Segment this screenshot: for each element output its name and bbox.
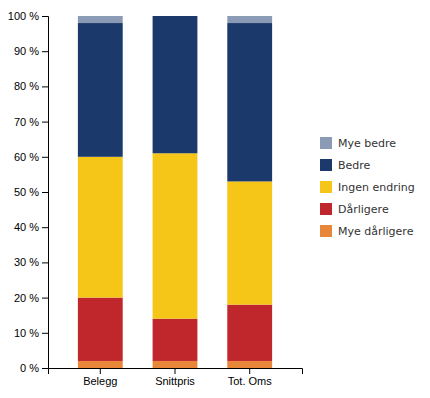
- y-tick-mark: [42, 16, 48, 17]
- x-tick-label: Snittpris: [155, 375, 195, 387]
- legend-label: Dårligere: [338, 203, 389, 216]
- y-tick: 90 %: [14, 45, 48, 57]
- x-tick-mark: [100, 368, 101, 374]
- x-tick-mark: [249, 368, 250, 374]
- y-axis-line: [42, 17, 49, 369]
- x-tick-mark: [175, 368, 176, 374]
- bar-segment: [153, 153, 198, 318]
- y-tick-label: 0 %: [20, 362, 39, 374]
- y-tick-mark: [42, 298, 48, 299]
- y-tick-mark: [42, 51, 48, 52]
- y-tick: 30 %: [14, 256, 48, 268]
- bar-segment: [153, 361, 198, 368]
- x-axis: Belegg Snittpris Tot. Oms: [49, 368, 303, 387]
- y-tick-label: 80 %: [14, 80, 39, 92]
- y-tick-label: 40 %: [14, 221, 39, 233]
- bar-segment: [153, 319, 198, 361]
- bar-series: [78, 361, 272, 368]
- y-tick-mark: [42, 262, 48, 263]
- y-tick-label: 90 %: [14, 45, 39, 57]
- bar-segment: [227, 181, 272, 304]
- y-tick: 70 %: [14, 116, 48, 128]
- y-tick: 0 %: [20, 362, 48, 374]
- y-tick-label: 10 %: [14, 327, 39, 339]
- legend: Mye bedre Bedre Ingen endring Dårligere Mye …: [320, 137, 415, 238]
- bar-series: [78, 16, 272, 23]
- legend-swatch: [320, 159, 332, 171]
- legend-label: Ingen endring: [338, 181, 415, 194]
- bar-segment: [78, 157, 123, 298]
- bar-segment: [78, 16, 123, 23]
- chart-container: 0 % 10 % 20 % 30 % 40 % 50 % 60 % 70 % 80 % 90 % 1…: [0, 0, 430, 398]
- y-tick: 10 %: [14, 327, 48, 339]
- bar-segment: [153, 16, 198, 153]
- y-tick-mark: [42, 368, 48, 369]
- x-tick: Tot. Oms: [228, 368, 273, 387]
- y-tick-mark: [42, 227, 48, 228]
- legend-item: Bedre: [320, 159, 371, 172]
- legend-item: Mye dårligere: [320, 225, 414, 238]
- legend-swatch: [320, 203, 332, 215]
- y-tick-label: 30 %: [14, 256, 39, 268]
- x-tick: Belegg: [83, 368, 117, 387]
- legend-label: Mye dårligere: [338, 225, 414, 238]
- bar-segment: [78, 298, 123, 361]
- plot-area: 0 % 10 % 20 % 30 % 40 % 50 % 60 % 70 % 80 % 90 % 1…: [8, 10, 303, 387]
- y-tick: 100 %: [8, 10, 48, 22]
- y-tick-mark: [42, 333, 48, 334]
- y-tick-label: 20 %: [14, 292, 39, 304]
- y-axis: 0 % 10 % 20 % 30 % 40 % 50 % 60 % 70 % 80 % 90 % 1…: [8, 10, 49, 374]
- x-tick-label: Tot. Oms: [228, 375, 273, 387]
- y-tick: 20 %: [14, 292, 48, 304]
- y-tick: 50 %: [14, 186, 48, 198]
- y-tick: 60 %: [14, 151, 48, 163]
- chart-svg: 0 % 10 % 20 % 30 % 40 % 50 % 60 % 70 % 80 % 90 % 1…: [0, 0, 430, 398]
- legend-item: Ingen endring: [320, 181, 415, 194]
- bar-segment: [153, 16, 198, 17]
- y-tick-mark: [42, 157, 48, 158]
- legend-label: Mye bedre: [338, 137, 396, 150]
- bar-segment: [78, 361, 123, 368]
- y-tick-mark: [42, 86, 48, 87]
- bar-segment: [78, 23, 123, 157]
- legend-swatch: [320, 137, 332, 149]
- legend-swatch: [320, 181, 332, 193]
- x-axis-line: [49, 369, 303, 375]
- y-tick: 80 %: [14, 80, 48, 92]
- y-tick: 40 %: [14, 221, 48, 233]
- legend-item: Mye bedre: [320, 137, 396, 150]
- x-tick: Snittpris: [155, 368, 195, 387]
- y-tick-label: 50 %: [14, 186, 39, 198]
- y-tick-mark: [42, 192, 48, 193]
- y-tick-label: 100 %: [8, 10, 39, 22]
- bar-segment: [227, 361, 272, 368]
- bar-series: [78, 16, 272, 181]
- bar-segment: [227, 23, 272, 181]
- y-tick-label: 70 %: [14, 116, 39, 128]
- bar-segment: [227, 305, 272, 361]
- y-tick-label: 60 %: [14, 151, 39, 163]
- bar-segment: [227, 16, 272, 23]
- y-tick-mark: [42, 122, 48, 123]
- bars: [78, 16, 272, 368]
- legend-label: Bedre: [338, 159, 371, 172]
- x-tick-label: Belegg: [83, 375, 117, 387]
- legend-swatch: [320, 225, 332, 237]
- legend-item: Dårligere: [320, 203, 389, 216]
